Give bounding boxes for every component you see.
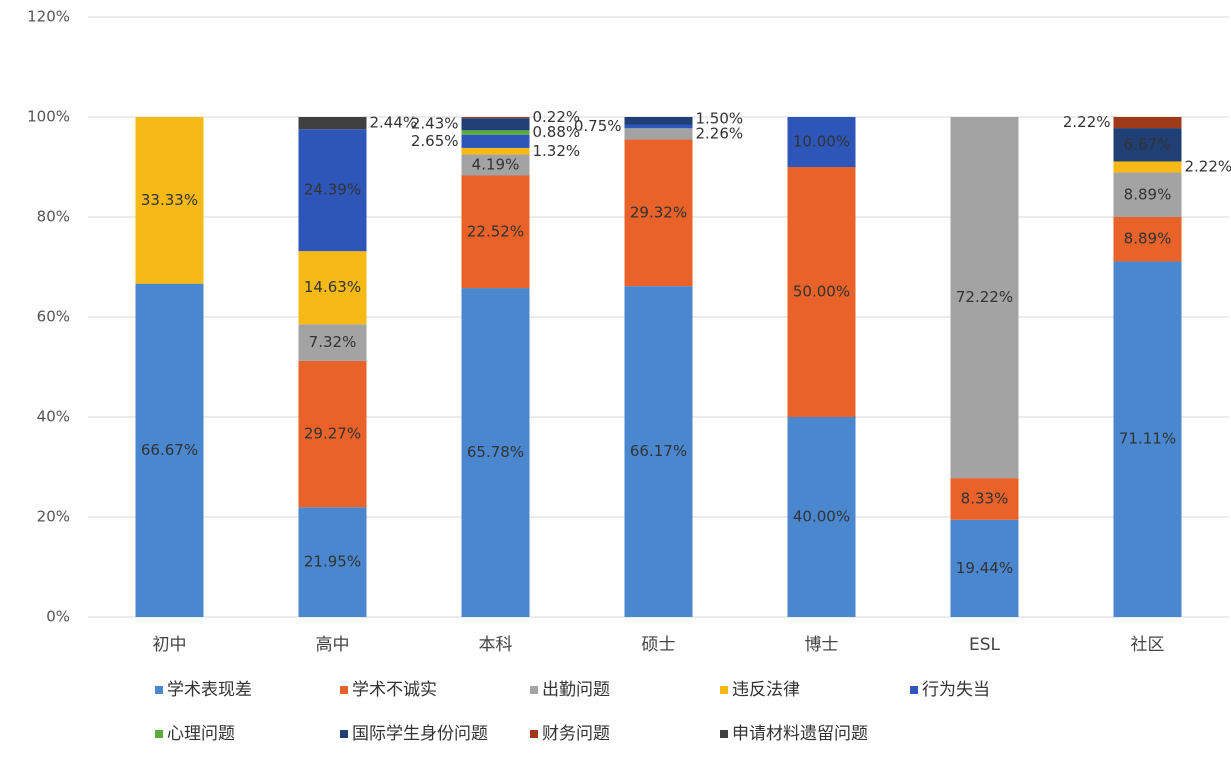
legend-swatch <box>340 686 348 694</box>
x-tick-label: 高中 <box>316 635 350 655</box>
data-label: 2.22% <box>1185 158 1231 176</box>
bar-segment <box>135 117 204 284</box>
data-label: 2.44% <box>370 114 418 132</box>
data-label: 8.33% <box>961 489 1009 507</box>
bar-segment <box>1113 172 1182 217</box>
legend-label: 国际学生身份问题 <box>352 724 488 744</box>
bar-segment <box>461 175 530 289</box>
data-label: 72.22% <box>956 288 1013 306</box>
legend-swatch <box>155 730 163 738</box>
bar-segment <box>624 128 693 140</box>
bar-segment <box>461 147 530 155</box>
data-label: 19.44% <box>956 559 1013 577</box>
data-label: 10.00% <box>793 133 850 151</box>
data-label: 4.19% <box>472 156 520 174</box>
data-label: 14.63% <box>304 278 361 296</box>
legend-label: 违反法律 <box>732 680 800 700</box>
bar-segment <box>298 251 367 325</box>
y-tick-label: 60% <box>37 308 70 326</box>
data-label: 2.65% <box>411 132 459 150</box>
bar-segment <box>1113 128 1182 162</box>
bar-segment <box>624 139 693 287</box>
y-tick-label: 0% <box>46 608 70 626</box>
data-label: 29.27% <box>304 425 361 443</box>
y-tick-label: 40% <box>37 408 70 426</box>
bar-segment <box>135 283 204 617</box>
bar-segment <box>298 507 367 617</box>
data-label: 24.39% <box>304 181 361 199</box>
bar-segment <box>787 167 856 417</box>
bar-segment <box>461 130 530 135</box>
bar-segment <box>950 519 1019 617</box>
data-label: 2.26% <box>696 124 744 142</box>
legend-swatch <box>340 730 348 738</box>
bar-segment <box>461 134 530 148</box>
data-label: 2.43% <box>411 115 459 133</box>
y-tick-label: 80% <box>37 208 70 226</box>
bar-segment <box>787 117 856 167</box>
data-label: 2.22% <box>1063 113 1111 131</box>
data-label: 21.95% <box>304 553 361 571</box>
data-label: 1.50% <box>696 109 744 127</box>
bar-segment <box>624 286 693 617</box>
data-label: 66.67% <box>141 441 198 459</box>
bar-segment <box>298 117 367 130</box>
bar-segment <box>1113 161 1182 173</box>
legend-swatch <box>155 686 163 694</box>
bar-segment <box>1113 217 1182 262</box>
legend-label: 申请材料遗留问题 <box>732 724 868 744</box>
x-tick-label: 博士 <box>805 635 839 655</box>
data-label: 0.88% <box>533 123 581 141</box>
legend-swatch <box>720 686 728 694</box>
data-label: 6.67% <box>1124 135 1172 153</box>
x-tick-label: 本科 <box>479 635 513 655</box>
data-label: 71.11% <box>1119 430 1176 448</box>
x-tick-label: 社区 <box>1131 635 1165 655</box>
bar-segment <box>298 324 367 361</box>
bar-segment <box>624 117 693 125</box>
data-label: 0.22% <box>533 108 581 126</box>
legend-label: 学术不诚实 <box>352 680 437 700</box>
legend-label: 学术表现差 <box>167 680 252 700</box>
data-label: 22.52% <box>467 222 524 240</box>
bar-segment <box>461 118 530 131</box>
legend-swatch <box>530 686 538 694</box>
data-label: 66.17% <box>630 442 687 460</box>
data-label: 29.32% <box>630 203 687 221</box>
data-label: 50.00% <box>793 283 850 301</box>
bar-segment <box>298 360 367 508</box>
x-tick-label: 硕士 <box>642 635 676 655</box>
y-tick-label: 120% <box>27 8 70 26</box>
data-label: 40.00% <box>793 508 850 526</box>
legend-label: 行为失当 <box>922 680 990 700</box>
data-label: 7.32% <box>309 333 357 351</box>
x-tick-label: ESL <box>969 635 1001 655</box>
y-tick-label: 20% <box>37 508 70 526</box>
data-label: 0.75% <box>574 117 622 135</box>
bar-segment <box>461 154 530 176</box>
legend-label: 心理问题 <box>167 724 235 744</box>
x-tick-label: 初中 <box>153 635 187 655</box>
legend-label: 财务问题 <box>542 724 610 744</box>
legend-swatch <box>530 730 538 738</box>
bar-segment <box>461 288 530 617</box>
legend-swatch <box>910 686 918 694</box>
data-label: 1.32% <box>533 142 581 160</box>
bar-segment <box>787 417 856 617</box>
bar-segment <box>624 124 693 129</box>
bar-segment <box>1113 261 1182 617</box>
data-label: 8.89% <box>1124 185 1172 203</box>
data-label: 33.33% <box>141 191 198 209</box>
data-label: 65.78% <box>467 443 524 461</box>
data-label: 8.89% <box>1124 230 1172 248</box>
legend-swatch <box>720 730 728 738</box>
legend-label: 出勤问题 <box>542 680 610 700</box>
bar-segment <box>950 478 1019 520</box>
y-tick-label: 100% <box>27 108 70 126</box>
bar-segment <box>1113 117 1182 129</box>
bar-segment <box>298 129 367 252</box>
bar-segment <box>461 117 530 119</box>
bar-segment <box>950 117 1019 479</box>
